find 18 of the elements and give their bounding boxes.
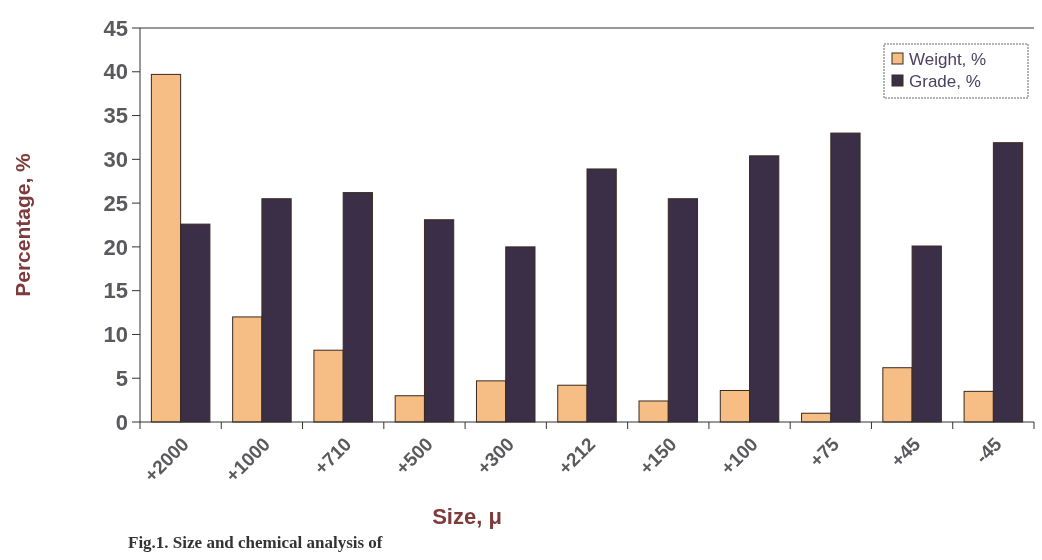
y-tick-label: 0 [115,409,128,435]
y-tick-label: 30 [103,147,128,173]
x-tick-label: +75 [805,433,844,472]
legend-label: Grade, % [909,71,981,91]
y-tick-label: 20 [103,234,128,260]
y-tick-label: 5 [115,365,128,391]
y-tick-label: 35 [103,103,128,129]
y-tick-label: 10 [103,322,128,348]
x-tick-label: -45 [971,433,1006,468]
y-tick-label: 45 [103,15,128,41]
x-axis-title: Size, μ [432,504,502,529]
x-tick-label: +45 [886,433,925,472]
y-axis-title: Percentage, % [11,152,34,297]
caption: Fig.1. Size and chemical analysis of [128,533,383,552]
y-tick-label: 15 [103,278,128,304]
y-tick-label: 25 [103,190,128,216]
legend-label: Weight, % [909,49,987,69]
y-tick-label: 40 [103,59,128,85]
